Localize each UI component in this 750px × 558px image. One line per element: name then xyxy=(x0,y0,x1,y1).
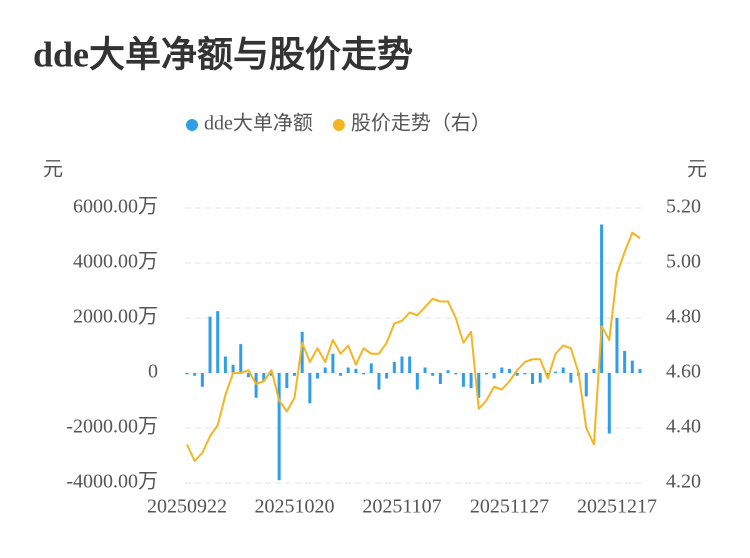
x-tick-label: 20251020 xyxy=(254,496,334,518)
bar xyxy=(523,373,527,375)
bar xyxy=(285,373,289,389)
legend-marker[interactable] xyxy=(186,119,198,131)
bar xyxy=(423,367,427,373)
bar xyxy=(438,373,442,384)
y2-tick-label: 5.00 xyxy=(666,251,701,273)
bar xyxy=(362,373,366,375)
bar xyxy=(231,364,235,373)
bar xyxy=(554,371,558,373)
bar xyxy=(316,373,320,379)
bar xyxy=(477,373,481,398)
y2-tick-label: 4.60 xyxy=(666,361,701,383)
bar xyxy=(600,224,604,373)
y-axis-label: 元 xyxy=(43,159,63,181)
bar xyxy=(277,373,281,481)
bar xyxy=(454,373,458,375)
bar xyxy=(208,316,212,373)
bar xyxy=(377,373,381,390)
bar xyxy=(592,368,596,373)
bar xyxy=(408,356,412,373)
bar xyxy=(246,373,250,378)
bar xyxy=(461,373,465,387)
bar xyxy=(339,373,343,376)
bar xyxy=(223,356,227,373)
y2-tick-label: 5.20 xyxy=(666,196,701,218)
bar xyxy=(400,356,404,373)
y-tick-label: 2000.00万 xyxy=(73,306,158,328)
bar xyxy=(531,373,535,384)
x-tick-label: 20250922 xyxy=(147,496,227,518)
y2-axis-label: 元 xyxy=(687,159,707,181)
bar xyxy=(546,373,550,376)
bar xyxy=(308,373,312,404)
y-tick-label: -2000.00万 xyxy=(66,416,158,438)
bar xyxy=(615,318,619,373)
bar xyxy=(507,368,511,373)
legend-label[interactable]: 股价走势（右） xyxy=(351,112,491,135)
bar xyxy=(331,353,335,373)
bar xyxy=(415,373,419,390)
x-tick-label: 20251127 xyxy=(470,496,549,518)
bar xyxy=(300,331,304,373)
bar xyxy=(538,373,542,383)
bar xyxy=(584,373,588,397)
bar xyxy=(200,373,204,387)
bar xyxy=(561,367,565,373)
bar xyxy=(385,373,389,379)
bar xyxy=(484,373,488,375)
price-line xyxy=(186,231,641,462)
bar xyxy=(354,368,358,373)
y-tick-label: -4000.00万 xyxy=(66,471,158,493)
legend-marker[interactable] xyxy=(332,119,345,131)
bar xyxy=(369,363,373,373)
bar xyxy=(216,311,220,373)
y2-tick-label: 4.80 xyxy=(666,306,701,328)
bar xyxy=(492,373,496,379)
bar xyxy=(446,370,450,373)
bar xyxy=(269,373,273,376)
bar xyxy=(262,373,266,382)
bar xyxy=(469,373,473,389)
y2-tick-label: 4.40 xyxy=(666,416,701,438)
y2-tick-label: 4.20 xyxy=(666,471,701,493)
bar xyxy=(500,367,504,373)
bar xyxy=(607,373,611,434)
chart-title: dde大单净额与股价走势 xyxy=(33,34,413,74)
x-tick-label: 20251217 xyxy=(577,496,657,518)
bar xyxy=(254,373,258,398)
y-tick-label: 6000.00万 xyxy=(73,196,158,218)
bar xyxy=(630,360,634,373)
bar xyxy=(193,373,197,376)
bar xyxy=(292,373,296,376)
bar xyxy=(431,373,435,376)
bar xyxy=(638,368,642,373)
bar xyxy=(346,367,350,373)
y-tick-label: 4000.00万 xyxy=(73,251,158,273)
bar xyxy=(392,362,396,373)
x-tick-label: 20251107 xyxy=(362,496,441,518)
y-tick-label: 0 xyxy=(148,361,158,383)
bar xyxy=(323,367,327,373)
bar xyxy=(569,373,573,383)
bar xyxy=(239,344,243,373)
bar xyxy=(185,373,189,375)
bar xyxy=(515,373,519,376)
legend-label[interactable]: dde大单净额 xyxy=(204,112,313,135)
bar xyxy=(623,351,627,373)
